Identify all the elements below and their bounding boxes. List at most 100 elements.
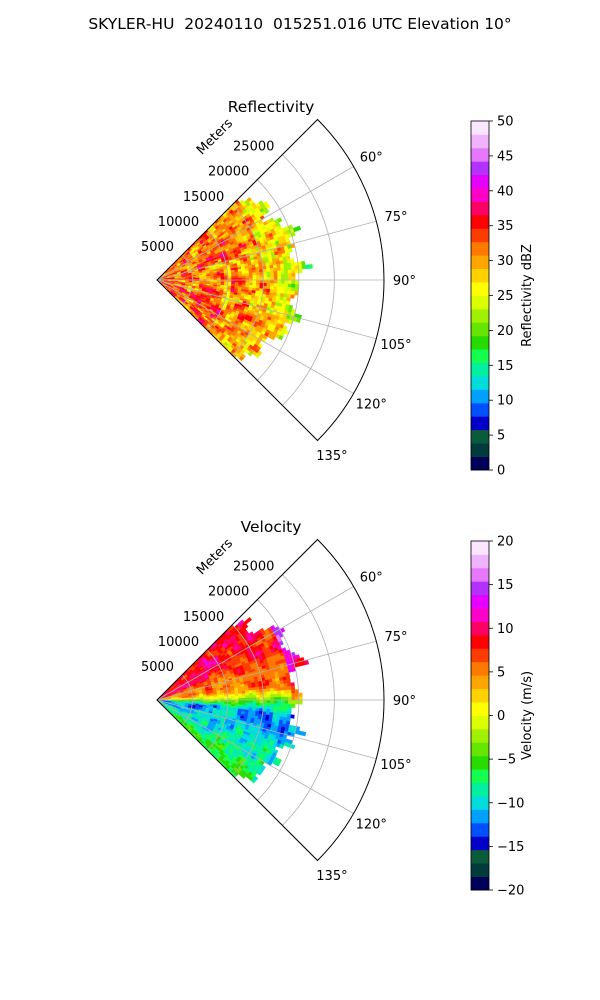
radar-cell [266, 283, 271, 287]
colorbar-segment [471, 863, 489, 877]
radar-cell [259, 702, 264, 707]
radar-cell [220, 696, 225, 699]
radar-cell [272, 261, 277, 266]
colorbar-segment [471, 702, 489, 716]
angle-tick-label: 120° [356, 818, 387, 833]
radar-cell [245, 280, 250, 283]
colorbar-tick-label: 0 [497, 464, 505, 479]
radar-cell [280, 693, 285, 698]
radar-cell [224, 696, 229, 699]
radar-cell [270, 700, 275, 704]
radar-cell [272, 681, 277, 686]
radar-cell [234, 282, 239, 285]
colorbar-tick-label: 10 [497, 622, 514, 637]
radar-cell [270, 271, 275, 275]
colorbar-tick-label: 20 [497, 324, 514, 339]
radar-cell [305, 264, 310, 269]
radar-cell [291, 689, 296, 694]
range-tick-label: 25000 [233, 140, 274, 155]
radar-cell [287, 290, 292, 295]
panel-title: Velocity [241, 518, 302, 536]
colorbar-segment [471, 134, 489, 149]
radar-cell [241, 273, 246, 276]
radar-cell [286, 259, 291, 264]
radar-cell [224, 700, 229, 703]
radar-cell [288, 280, 292, 285]
colorbar-segment [471, 161, 489, 176]
radar-cell [245, 700, 250, 703]
radar-cell [270, 335, 276, 341]
range-tick-label: 25000 [233, 560, 274, 575]
radar-cell [269, 709, 274, 713]
colorbar-tick-label: 20 [497, 535, 514, 550]
radar-cell [279, 293, 285, 298]
radar-cell [298, 700, 303, 705]
colorbar-segment [471, 849, 489, 864]
radar-cell [273, 270, 278, 275]
radar-cell [280, 280, 285, 284]
colorbar-segment [471, 147, 489, 162]
radar-cell [255, 705, 260, 709]
colorbar-segment [471, 402, 489, 417]
radar-cell [284, 703, 289, 708]
colorbar-tick-label: −15 [497, 840, 524, 855]
radar-cell [256, 280, 261, 284]
colorbar-label: Velocity (m/s) [520, 671, 535, 760]
radar-cell [291, 283, 296, 288]
range-tick-label: 15000 [183, 190, 224, 205]
radar-cell [283, 290, 288, 295]
radar-cell [266, 268, 271, 272]
radar-cell [291, 700, 296, 705]
radar-cell [283, 293, 288, 298]
colorbar-segment [471, 228, 489, 243]
radar-cell [273, 273, 278, 278]
radar-cell [245, 272, 250, 276]
colorbar-segment [471, 634, 489, 649]
radar-cell [262, 691, 267, 695]
radar-cell [255, 272, 260, 276]
colorbar-tick-label: −10 [497, 796, 524, 811]
radar-cell [259, 285, 264, 289]
radar-cell [276, 264, 281, 268]
colorbar-segment [471, 796, 489, 810]
radar-cell [287, 703, 292, 708]
radar-cell [273, 280, 278, 284]
radar-cell [285, 255, 291, 261]
radar-cell [291, 273, 296, 278]
radar-cell [241, 700, 246, 703]
radar-cell [284, 286, 289, 291]
radar-cell [287, 689, 292, 694]
radar-cell [284, 689, 289, 694]
radar-cell [245, 690, 250, 694]
colorbar-tick-label: 40 [497, 184, 514, 199]
radar-cell [286, 714, 292, 719]
radar-cell [259, 705, 264, 709]
colorbar-segment [471, 567, 489, 582]
radar-cell [227, 694, 232, 697]
radar-cell [283, 266, 289, 271]
colorbar-tick-label: 10 [497, 394, 514, 409]
radar-cell [248, 692, 253, 696]
panel-title: Reflectivity [228, 98, 315, 116]
radar-cell [266, 285, 271, 290]
radar-cell [234, 700, 239, 703]
radar-cell [266, 274, 271, 278]
radar-cell [248, 284, 253, 289]
radar-cell [241, 280, 246, 283]
radar-cell [227, 276, 232, 279]
radar-cell [220, 700, 225, 703]
radar-cell [217, 696, 221, 699]
radar-cell [287, 273, 292, 278]
colorbar-segment [471, 282, 489, 296]
colorbar-segment [471, 769, 489, 784]
colorbar-segment [471, 241, 489, 256]
radar-cell [273, 693, 278, 698]
radar-cell [279, 260, 284, 265]
colorbar-segment [471, 308, 489, 323]
radar-cell [283, 686, 289, 691]
radar-cell [270, 703, 275, 707]
radar-cell [288, 700, 292, 705]
radar-cell [290, 290, 296, 296]
radar-cell [296, 317, 301, 323]
radar-cell [287, 269, 292, 274]
